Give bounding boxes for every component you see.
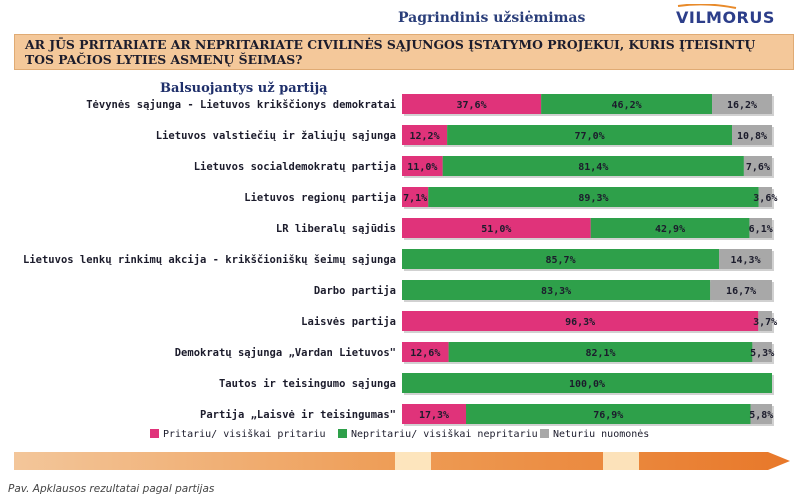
bar-no-opinion [752,342,772,362]
legend-swatch-no-opinion [540,429,549,438]
data-label: 100,0% [569,379,605,390]
bar-oppose [541,94,713,114]
brand-name: VILMORUS [676,8,775,27]
legend-swatch-support [150,429,159,438]
bar-support [402,311,759,331]
bar-support [402,125,448,145]
bar-oppose [428,187,759,207]
category-label: Lietuvos lenkų rinkimų akcija - krikščio… [23,254,396,266]
category-label: Lietuvos socialdemokratų partija [194,161,396,173]
data-label: 16,2% [727,100,757,111]
bar-oppose [466,404,751,424]
bar-oppose [402,280,711,300]
bar-no-opinion [710,280,772,300]
data-label: 3,6% [753,193,777,204]
bar-support [402,94,542,114]
question-box: AR JŪS PRITARIATE AR NEPRITARIATE CIVILI… [14,34,794,70]
bar-no-opinion [732,125,772,145]
data-label: 17,3% [419,410,449,421]
bar-no-opinion [750,404,772,424]
chart-subtitle: Balsuojantys už partiją [160,81,328,96]
category-label: Lietuvos valstiečių ir žaliųjų sąjunga [156,130,396,142]
bar-support [402,404,467,424]
data-label: 42,9% [655,224,685,235]
category-label: Tėvynės sąjunga - Lietuvos krikščionys d… [86,99,396,111]
figure-caption: Pav. Apklausos rezultatai pagal partijas [8,483,215,495]
category-label: Laisvės partija [301,316,396,328]
data-label: 5,8% [749,410,773,421]
data-label: 89,3% [578,193,608,204]
data-label: 76,9% [593,410,623,421]
bar-oppose [402,373,772,393]
bar-oppose [447,125,733,145]
data-label: 83,3% [541,286,571,297]
bar-support [402,187,429,207]
category-label: LR liberalų sąjūdis [276,223,396,235]
data-label: 85,7% [545,255,575,266]
legend-label: Neturiu nuomonės [553,429,649,440]
data-label: 81,4% [578,162,608,173]
category-label: Demokratų sąjunga „Vardan Lietuvos" [175,347,396,359]
legend-label: Pritariu/ visiškai pritariu [163,428,326,440]
data-label: 7,6% [746,162,770,173]
data-label: 10,8% [737,131,767,142]
bar-oppose [442,156,744,176]
data-label: 12,2% [410,131,440,142]
data-label: 7,1% [403,193,427,204]
bar-no-opinion [758,187,772,207]
bar-oppose [590,218,750,238]
header-title: Pagrindinis užsiėmimas [398,10,586,26]
category-label: Darbo partija [314,285,396,297]
data-label: 46,2% [612,100,642,111]
bar-no-opinion [743,156,772,176]
data-label: 6,1% [749,224,773,235]
bar-no-opinion [758,311,772,331]
legend-swatch-oppose [338,429,347,438]
bar-support [402,156,443,176]
category-label: Partija „Laisvė ir teisingumas" [200,409,396,421]
data-label: 77,0% [575,131,605,142]
category-label: Lietuvos regionų partija [244,192,396,204]
bar-no-opinion [719,249,772,269]
data-label: 16,7% [726,286,756,297]
decorative-arrow [14,452,790,470]
question-text: AR JŪS PRITARIATE AR NEPRITARIATE CIVILI… [25,37,756,67]
vilmorus-logo: VILMORUS [676,4,794,27]
bar-no-opinion [712,94,772,114]
data-label: 12,6% [410,348,440,359]
data-label: 51,0% [481,224,511,235]
legend-label: Nepritariu/ visiškai nepritariu [351,428,538,440]
bar-oppose [448,342,753,362]
data-label: 82,1% [585,348,615,359]
data-label: 96,3% [565,317,595,328]
data-label: 5,3% [750,348,774,359]
data-label: 37,6% [457,100,487,111]
data-label: 14,3% [730,255,760,266]
bar-oppose [402,249,720,269]
bar-no-opinion [749,218,772,238]
bar-support [402,218,591,238]
category-label: Tautos ir teisingumo sąjunga [219,378,396,390]
data-label: 11,0% [407,162,437,173]
data-label: 3,7% [753,317,777,328]
bar-support [402,342,449,362]
